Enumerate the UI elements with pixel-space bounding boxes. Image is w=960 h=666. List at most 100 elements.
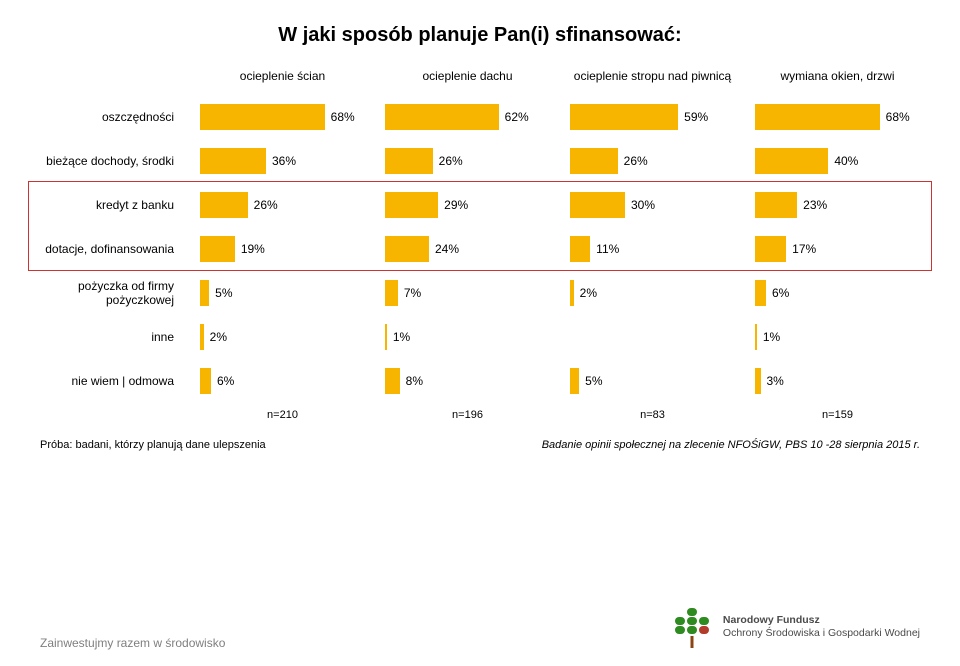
bar-cell: 68%: [755, 95, 920, 139]
header-blank: [40, 65, 180, 95]
bar-cell: 6%: [200, 359, 365, 403]
bar-cell: 8%: [385, 359, 550, 403]
footer: Zainwestujmy razem w środowisko Narodowy…: [40, 604, 920, 650]
bar-value-label: 30%: [631, 198, 655, 212]
row-label: pożyczka od firmy pożyczkowej: [40, 271, 180, 315]
bar-value-label: 1%: [393, 330, 410, 344]
bar-cell: 5%: [200, 271, 365, 315]
sample-note: Próba: badani, którzy planują dane uleps…: [40, 439, 266, 451]
column-header: ocieplenie dachu: [385, 65, 550, 95]
footnote-row: Próba: badani, którzy planują dane uleps…: [40, 439, 920, 451]
bar-cell: 24%: [385, 227, 550, 271]
bar: [385, 148, 433, 174]
column-header: ocieplenie stropu nad piwnicą: [570, 65, 735, 95]
bar-value-label: 6%: [217, 374, 234, 388]
bar-cell: 23%: [755, 183, 920, 227]
bar-value-label: 8%: [406, 374, 423, 388]
bar-cell: 3%: [755, 359, 920, 403]
bar-cell: 6%: [755, 271, 920, 315]
bar: [200, 148, 266, 174]
bar-value-label: 26%: [624, 154, 648, 168]
n-label: n=210: [200, 403, 365, 421]
bar: [385, 104, 499, 130]
bar-cell: 30%: [570, 183, 735, 227]
page-title: W jaki sposób planuje Pan(i) sfinansować…: [40, 24, 920, 47]
bar: [570, 148, 618, 174]
bar-value-label: 29%: [444, 198, 468, 212]
bar-value-label: 62%: [505, 110, 529, 124]
bar-value-label: 5%: [585, 374, 602, 388]
bar-cell: 40%: [755, 139, 920, 183]
bar-cell: 11%: [570, 227, 735, 271]
bar-cell: 7%: [385, 271, 550, 315]
row-label: inne: [40, 315, 180, 359]
bar-value-label: 40%: [834, 154, 858, 168]
footer-logo-block: Narodowy Fundusz Ochrony Środowiska i Go…: [669, 604, 920, 650]
chart-grid: ocieplenie ścian ocieplenie dachu ocieplen…: [40, 65, 920, 421]
bar: [200, 324, 204, 350]
bar: [385, 236, 429, 262]
bar: [570, 192, 625, 218]
bar-cell: 19%: [200, 227, 365, 271]
bar: [755, 324, 757, 350]
bar-value-label: 1%: [763, 330, 780, 344]
bar: [755, 236, 786, 262]
bar: [570, 236, 590, 262]
bar-cell: 62%: [385, 95, 550, 139]
bar-cell: 26%: [385, 139, 550, 183]
bar-cell: [570, 315, 735, 359]
bar: [755, 280, 766, 306]
bar-cell: 1%: [755, 315, 920, 359]
nfosigw-logo-icon: [669, 604, 715, 650]
n-label: n=83: [570, 403, 735, 421]
bar-value-label: 24%: [435, 242, 459, 256]
bar-cell: 17%: [755, 227, 920, 271]
n-label: n=196: [385, 403, 550, 421]
bar: [385, 280, 398, 306]
row-label: nie wiem | odmowa: [40, 359, 180, 403]
bar: [200, 368, 211, 394]
bar-value-label: 2%: [210, 330, 227, 344]
bar-value-label: 11%: [596, 242, 619, 256]
n-row-blank: [40, 403, 180, 421]
bar: [570, 368, 579, 394]
row-label: dotacje, dofinansowania: [40, 227, 180, 271]
bar-cell: 1%: [385, 315, 550, 359]
bar-cell: 5%: [570, 359, 735, 403]
column-header: ocieplenie ścian: [200, 65, 365, 95]
bar-cell: 26%: [200, 183, 365, 227]
bar: [755, 104, 880, 130]
bar-value-label: 3%: [767, 374, 784, 388]
logo-text-line2: Ochrony Środowiska i Gospodarki Wodnej: [723, 627, 920, 640]
bar-value-label: 26%: [254, 198, 278, 212]
footer-slogan: Zainwestujmy razem w środowisko: [40, 636, 225, 650]
bar: [755, 148, 828, 174]
column-header: wymiana okien, drzwi: [755, 65, 920, 95]
bar: [385, 324, 387, 350]
bar-value-label: 68%: [886, 110, 910, 124]
bar-value-label: 26%: [439, 154, 463, 168]
bar-value-label: 7%: [404, 286, 421, 300]
bar: [570, 104, 678, 130]
bar: [200, 280, 209, 306]
bar: [385, 192, 438, 218]
bar: [755, 368, 761, 394]
row-label: kredyt z banku: [40, 183, 180, 227]
row-label: bieżące dochody, środki: [40, 139, 180, 183]
source-note: Badanie opinii społecznej na zlecenie NF…: [542, 439, 920, 451]
bar-value-label: 6%: [772, 286, 789, 300]
bar: [570, 280, 574, 306]
bar: [755, 192, 797, 218]
bar-value-label: 23%: [803, 198, 827, 212]
row-label: oszczędności: [40, 95, 180, 139]
bar-cell: 36%: [200, 139, 365, 183]
bar-cell: 2%: [570, 271, 735, 315]
bar: [200, 104, 325, 130]
bar: [200, 236, 235, 262]
bar-cell: 26%: [570, 139, 735, 183]
bar: [200, 192, 248, 218]
logo-text-line1: Narodowy Fundusz: [723, 614, 920, 627]
bar-value-label: 2%: [580, 286, 597, 300]
bar-value-label: 19%: [241, 242, 265, 256]
bar-value-label: 36%: [272, 154, 296, 168]
